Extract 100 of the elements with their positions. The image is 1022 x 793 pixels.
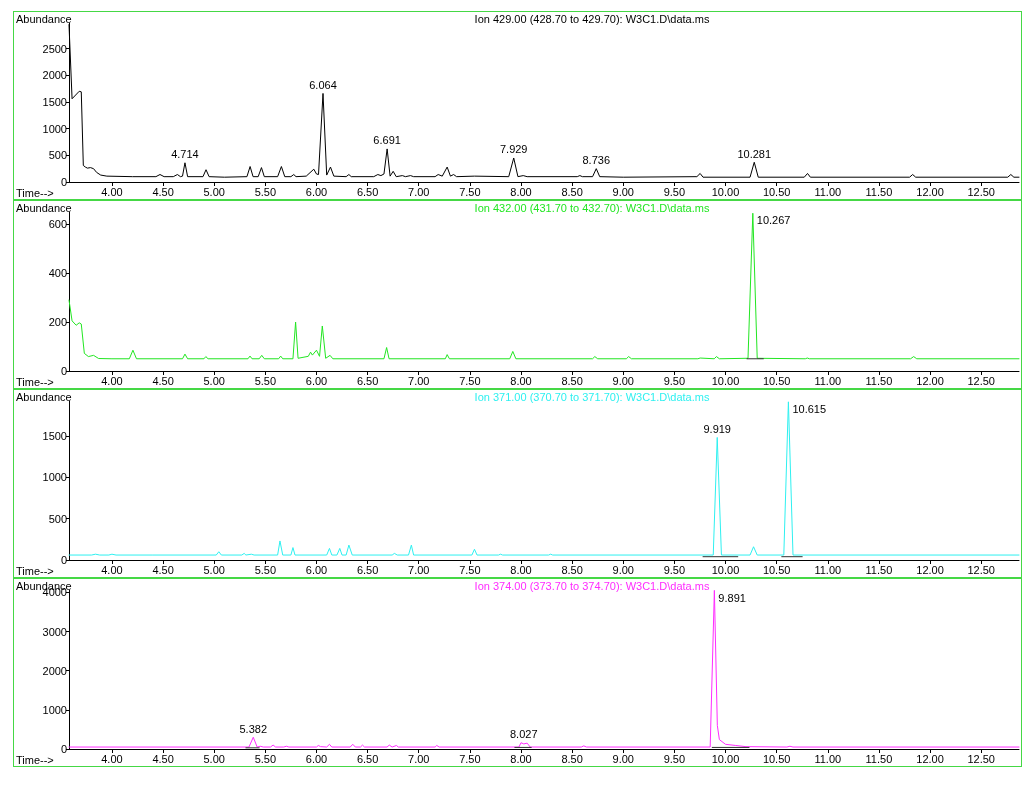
x-tick-label: 9.00 [612,752,634,765]
x-tick-label: 6.00 [305,374,328,387]
y-tick-label: 2500 [42,42,67,55]
x-tick-label: 5.00 [203,563,225,576]
x-tick-label: 4.00 [101,563,123,576]
x-axis-title: Time--> [16,564,54,577]
x-tick-label: 7.50 [459,374,481,387]
y-axis-title: Abundance [16,390,72,403]
chart-title: Ion 429.00 (428.70 to 429.70): W3C1.D\data.ms [474,12,710,25]
x-tick-label: 12.50 [967,374,995,387]
annotation: 6.691 [373,134,401,147]
x-tick-label: 9.00 [612,185,634,198]
x-tick-label: 8.00 [510,374,532,387]
x-tick-label: 10.00 [711,185,740,198]
annotation: 8.736 [582,154,611,167]
x-tick-label: 8.00 [510,752,532,765]
chart-title: Ion 374.00 (373.70 to 374.70): W3C1.D\data.ms [474,579,710,592]
annotation: 10.281 [737,147,772,160]
x-tick-label: 10.00 [711,752,740,765]
x-tick-label: 8.50 [561,185,583,198]
x-tick-label: 6.50 [356,185,379,198]
y-tick-label: 500 [48,149,67,162]
x-tick-label: 6.50 [356,563,379,576]
x-tick-label: 7.00 [408,374,430,387]
x-tick-label: 7.00 [408,185,430,198]
line-series [68,212,1020,360]
x-tick-label: 11.50 [865,374,893,387]
x-axis-title: Time--> [16,186,54,199]
x-tick-label: 9.00 [612,563,634,576]
x-tick-label: 9.50 [663,374,686,387]
x-tick-label: 6.50 [356,752,379,765]
x-tick-label: 9.00 [612,374,634,387]
x-tick-label: 7.00 [408,752,430,765]
annotation: 9.919 [703,422,731,435]
x-tick-label: 4.00 [101,752,123,765]
x-tick-label: 11.50 [865,752,893,765]
x-tick-label: 11.50 [865,563,893,576]
x-tick-label: 10.50 [762,185,791,198]
y-tick-label: 500 [48,512,67,525]
y-axis-title: Abundance [16,12,72,25]
annotation: 10.267 [756,213,791,226]
x-tick-label: 10.50 [762,752,791,765]
x-tick-label: 11.00 [814,752,842,765]
x-tick-label: 5.50 [254,563,277,576]
y-axis-title: Abundance [16,201,72,214]
annotation: 9.891 [718,591,746,604]
x-tick-label: 5.50 [254,185,277,198]
x-tick-label: 8.50 [561,752,583,765]
x-tick-label: 6.00 [305,752,328,765]
x-tick-label: 5.00 [203,374,225,387]
x-tick-label: 7.00 [408,563,430,576]
x-tick-label: 5.00 [203,185,225,198]
x-tick-label: 7.50 [459,563,481,576]
y-tick-label: 3000 [42,625,67,638]
x-tick-label: 10.00 [711,563,740,576]
y-tick-label: 1000 [42,122,67,135]
x-tick-label: 10.50 [762,563,791,576]
y-tick-label: 1500 [42,95,67,108]
x-tick-label: 11.00 [814,563,842,576]
y-tick-label: 1000 [42,471,67,484]
chart-title: Ion 371.00 (370.70 to 371.70): W3C1.D\data.ms [474,390,710,403]
x-tick-label: 7.50 [459,185,481,198]
y-tick-label: 1000 [42,703,67,716]
x-tick-label: 4.50 [152,752,174,765]
annotation: 4.714 [171,148,199,161]
x-tick-label: 12.00 [916,752,944,765]
y-tick-label: 2000 [42,664,67,677]
line-series [68,401,1020,556]
chart-title: Ion 432.00 (431.70 to 432.70): W3C1.D\data.ms [474,201,710,214]
x-tick-label: 8.50 [561,563,583,576]
y-tick-label: 2000 [42,69,67,82]
x-tick-label: 11.00 [814,374,842,387]
x-tick-label: 5.50 [254,374,277,387]
x-tick-label: 6.00 [305,185,328,198]
x-tick-label: 5.00 [203,752,225,765]
x-tick-label: 10.50 [762,374,791,387]
x-tick-label: 4.50 [152,185,174,198]
x-tick-label: 12.00 [916,185,944,198]
x-tick-label: 4.00 [101,185,123,198]
x-tick-label: 4.50 [152,563,174,576]
x-tick-label: 9.50 [663,563,686,576]
x-tick-label: 9.50 [663,752,686,765]
annotation: 7.929 [499,143,528,156]
x-tick-label: 9.50 [663,185,686,198]
x-tick-label: 12.00 [916,374,944,387]
x-axis-title: Time--> [16,753,54,766]
x-tick-label: 8.00 [510,185,532,198]
annotation: 6.064 [309,78,337,91]
x-tick-label: 8.50 [561,374,583,387]
annotation: 8.027 [509,728,538,741]
x-tick-label: 8.00 [510,563,532,576]
x-tick-label: 7.50 [459,752,481,765]
x-tick-label: 6.50 [356,374,379,387]
x-tick-label: 12.50 [967,185,995,198]
x-tick-label: 6.00 [305,563,328,576]
x-tick-label: 12.50 [967,563,995,576]
x-tick-label: 11.00 [814,185,842,198]
y-tick-label: 200 [48,316,67,329]
x-axis-title: Time--> [16,375,54,388]
y-tick-label: 1500 [42,429,67,442]
